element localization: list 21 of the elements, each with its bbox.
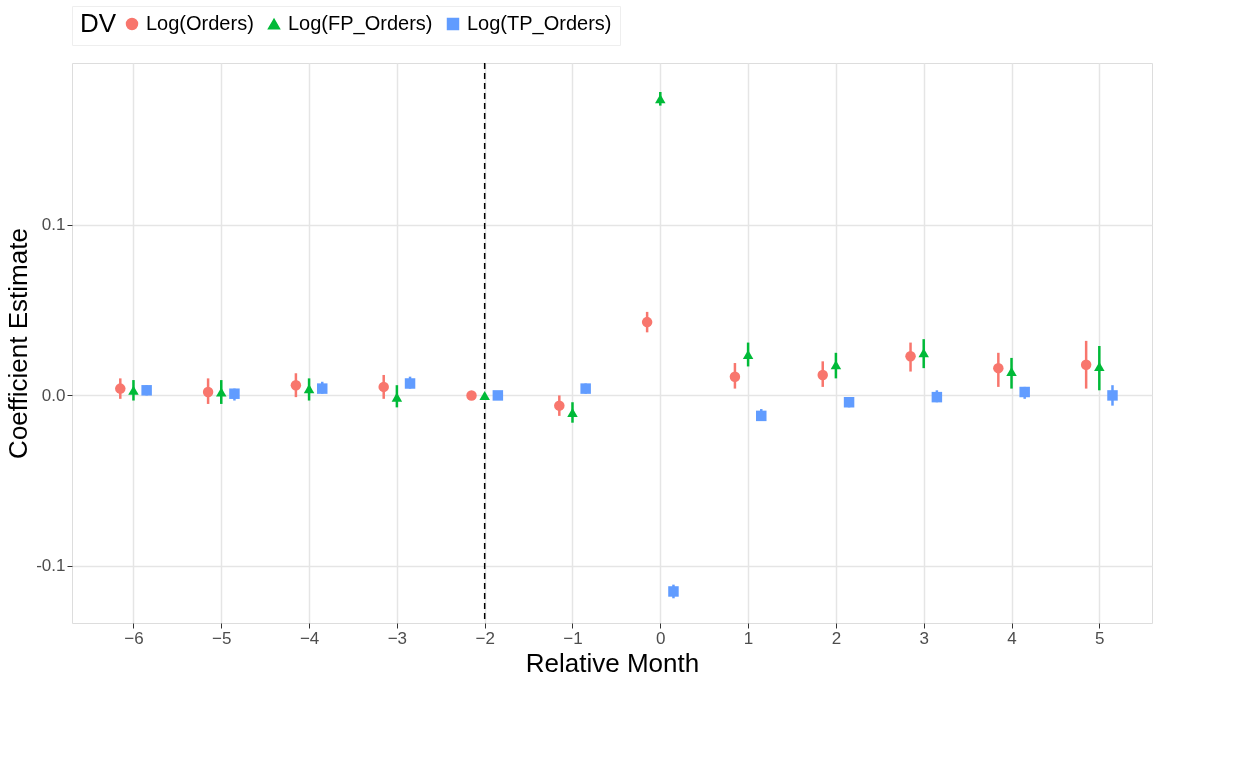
x-tick-label: −4 xyxy=(299,628,320,648)
y-axis-title: Coefficient Estimate xyxy=(3,228,34,459)
legend-label: Log(FP_Orders) xyxy=(288,12,433,35)
legend-label: Log(TP_Orders) xyxy=(467,12,612,35)
legend-title: DV xyxy=(80,8,117,38)
x-tick-label: 1 xyxy=(743,628,754,648)
x-tick-label: −1 xyxy=(563,628,583,648)
y-tick-label: -0.1 xyxy=(36,556,66,576)
x-tick-label: 5 xyxy=(1095,628,1105,648)
y-tick-label: 0.0 xyxy=(41,385,66,405)
x-tick-label: 4 xyxy=(1007,628,1017,648)
x-tick-label: 3 xyxy=(919,628,929,648)
x-axis-title: Relative Month xyxy=(525,647,700,678)
legend-label: Log(Orders) xyxy=(146,12,254,34)
x-tick-label: −5 xyxy=(212,628,232,648)
x-tick-label: −6 xyxy=(124,628,144,648)
x-tick-label: 2 xyxy=(831,628,842,648)
x-tick-label: 0 xyxy=(656,628,666,648)
x-tick-label: −3 xyxy=(387,628,408,648)
y-tick-label: 0.1 xyxy=(41,215,66,235)
x-tick-label: −2 xyxy=(475,628,495,648)
